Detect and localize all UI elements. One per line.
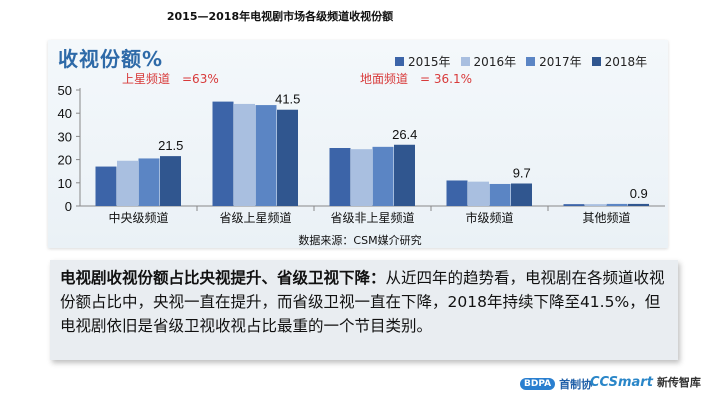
x-category-label: 省级上星频道	[219, 211, 291, 225]
data-label: 9.7	[513, 165, 531, 180]
x-category-label: 市级频道	[465, 210, 513, 225]
data-source: 数据来源：CSM媒介研究	[298, 234, 422, 247]
y-tick-label: 20	[58, 153, 72, 168]
ccsmart-logo: CCSmart 新传智库	[590, 374, 701, 390]
annotation-ground: 地面频道 = 36.1%	[360, 72, 472, 86]
bar-2016年-其他频道	[585, 204, 606, 206]
summary-box: 电视剧收视份额占比央视提升、省级卫视下降：从近四年的趋势看，电视剧在各频道收视份…	[50, 260, 678, 360]
legend-item-2016: 2016年	[460, 53, 517, 70]
data-label: 41.5	[275, 92, 300, 107]
legend-swatch-2017	[526, 57, 536, 66]
bdpa-logo: BDPA 首制协	[520, 376, 592, 392]
bar-2016年-中央级频道	[117, 160, 138, 206]
y-tick-label: 10	[58, 176, 72, 191]
chart-title: 收视份额%	[58, 47, 164, 71]
bar-2017年-其他频道	[606, 203, 628, 206]
legend-label-2016: 2016年	[473, 55, 517, 69]
annotation-satellite: 上星频道 =63%	[122, 72, 219, 86]
y-tick-label: 0	[65, 199, 72, 214]
bar-2015年-市级频道	[446, 180, 468, 206]
legend-swatch-2018	[591, 57, 601, 66]
legend-item-2015: 2015年	[395, 53, 451, 70]
bar-2016年-省级非上星频道	[351, 149, 372, 206]
y-tick-label: 40	[58, 106, 72, 121]
data-label: 0.9	[630, 186, 648, 201]
bar-2018年-省级上星频道	[277, 109, 298, 206]
bar-2015年-省级上星频道	[212, 101, 234, 206]
x-category-label: 中央级频道	[108, 210, 168, 225]
summary-heading: 电视剧收视份额占比央视提升、省级卫视下降：	[60, 269, 386, 287]
page-title: 2015—2018年电视剧市场各级频道收视份额	[166, 10, 394, 23]
bar-2018年-其他频道	[628, 203, 649, 206]
bar-2016年-省级上星频道	[234, 103, 255, 206]
y-tick-label: 50	[58, 83, 72, 98]
bar-2015年-省级非上星频道	[329, 148, 351, 206]
bar-2015年-中央级频道	[95, 166, 117, 206]
bdpa-logo-text: 首制协	[559, 378, 593, 391]
x-category-label: 其他频道	[582, 211, 630, 225]
legend-label-2017: 2017年	[539, 55, 582, 69]
bar-2017年-省级上星频道	[255, 105, 277, 206]
bar-chart: 0 10 20 30 40 50 21.5 中央级频道 41.5 省级上星频道 26.4 省级非上星频…	[58, 83, 665, 225]
legend-label-2018: 2018年	[604, 55, 648, 69]
bar-2017年-省级非上星频道	[372, 146, 394, 206]
bar-2016年-市级频道	[468, 181, 489, 206]
data-label: 26.4	[392, 127, 417, 142]
y-tick-label: 30	[58, 129, 72, 144]
chart-panel	[48, 40, 668, 248]
bar-2018年-市级频道	[511, 183, 532, 206]
summary-text: 从近四年的趋势看，电视剧在各频道收视份额占比中，央视一直在提升，而省级卫视一直在…	[60, 269, 665, 335]
ccsmart-logo-mark: CCSmart	[590, 374, 653, 390]
legend-item-2018: 2018年	[591, 53, 648, 70]
legend-swatch-2016	[460, 57, 470, 66]
bar-2017年-中央级频道	[138, 158, 160, 206]
bar-2018年-省级非上星频道	[394, 144, 415, 206]
bdpa-logo-mark: BDPA	[520, 378, 556, 390]
legend-item-2017: 2017年	[526, 53, 582, 70]
x-category-label: 省级非上星频道	[330, 211, 414, 225]
chart-legend: 2015年 2016年 2017年 2018年	[395, 53, 647, 70]
legend-swatch-2015	[395, 57, 404, 66]
bar-2015年-其他频道	[563, 204, 585, 206]
bar-2017年-市级频道	[489, 183, 511, 206]
bar-2018年-中央级频道	[160, 156, 181, 206]
data-label: 21.5	[158, 138, 183, 153]
ccsmart-logo-text: 新传智库	[656, 376, 701, 389]
legend-label-2015: 2015年	[408, 55, 451, 69]
